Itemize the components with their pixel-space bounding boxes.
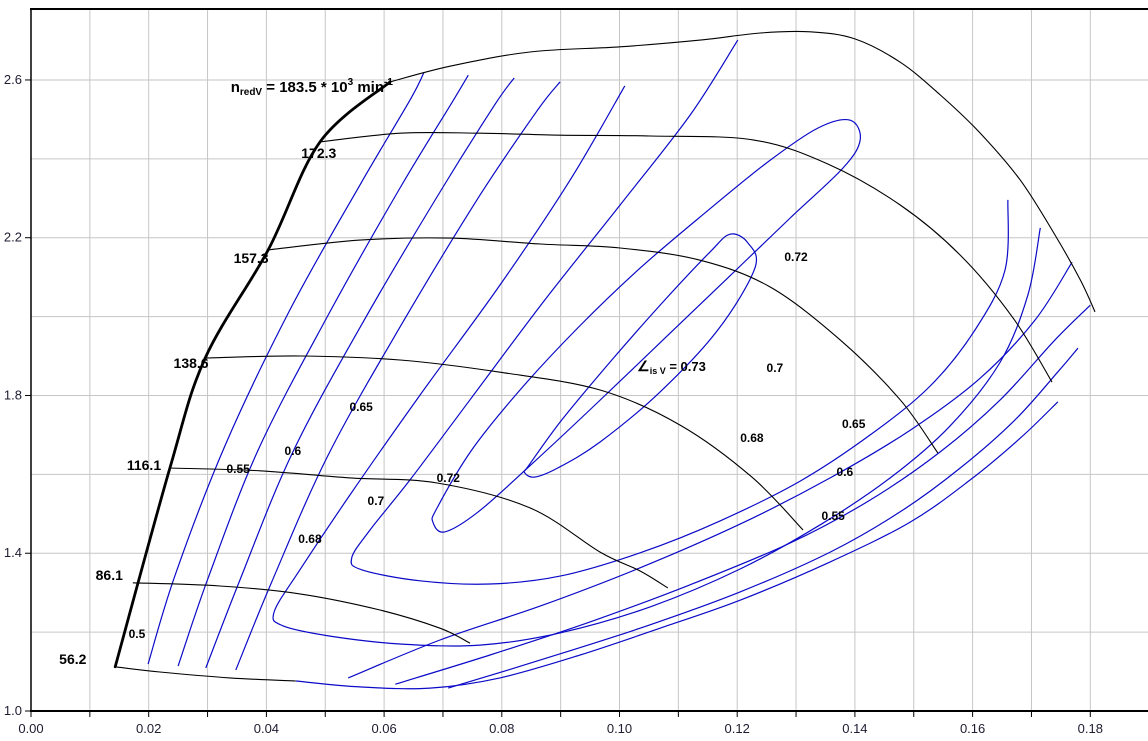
speed-label-116.1: 116.1 bbox=[127, 457, 161, 473]
efficiency-label-0.55: 0.55 bbox=[821, 509, 845, 523]
surge-line bbox=[113, 80, 392, 669]
efficiency-label-0.6: 0.6 bbox=[285, 444, 302, 458]
efficiency-contour-0.65-right bbox=[347, 261, 1073, 679]
labels: 56.2 86.1 116.1 138.6 157.3 172.3 nredV = 183.… bbox=[59, 77, 866, 667]
x-tick-label: 0.12 bbox=[725, 721, 750, 736]
efficiency-contour-0.6-right bbox=[395, 304, 1091, 685]
speed-label-183.5-formula: nredV = 183.5 * 103 min-1 bbox=[231, 77, 394, 98]
efficiency-label-0.6: 0.6 bbox=[837, 465, 854, 479]
efficiency-contour-0.55-right bbox=[448, 347, 1079, 689]
efficiency-label-0.72: 0.72 bbox=[437, 471, 461, 485]
gridlines bbox=[31, 9, 1148, 711]
efficiency-label-0.5: 0.5 bbox=[129, 627, 146, 641]
speed-line-183.5 bbox=[389, 30, 1096, 313]
efficiency-label-0.7: 0.7 bbox=[368, 494, 385, 508]
speed-label-56.2: 56.2 bbox=[59, 651, 86, 667]
speed-lines bbox=[113, 30, 1096, 682]
efficiency-eta-label: ∠is V = 0.73 bbox=[637, 358, 706, 376]
x-tick-label: 0.14 bbox=[842, 721, 867, 736]
efficiency-contour-0.55-left bbox=[177, 74, 469, 667]
speed-line-138.6 bbox=[205, 355, 804, 531]
x-tick-label: 0.18 bbox=[1078, 721, 1103, 736]
speed-label-86.1: 86.1 bbox=[96, 567, 123, 583]
speed-line-86.1 bbox=[132, 582, 471, 644]
y-tick-label: 1.8 bbox=[4, 387, 22, 402]
speed-label-172.3: 172.3 bbox=[301, 145, 336, 161]
speed-line-172.3 bbox=[319, 131, 1053, 383]
efficiency-contour-0.72-closed-loop bbox=[431, 119, 862, 533]
x-tick-label: 0.08 bbox=[489, 721, 514, 736]
speed-line-56.2 bbox=[115, 666, 296, 682]
speed-line-116.1 bbox=[169, 467, 669, 589]
x-tick-label: 0.16 bbox=[960, 721, 985, 736]
efficiency-contour-0.65-left bbox=[235, 81, 561, 671]
efficiency-contour-0.5-right bbox=[295, 401, 1059, 690]
efficiency-contour-0.5-left bbox=[147, 71, 425, 665]
y-tick-label: 2.6 bbox=[4, 72, 22, 87]
efficiency-label-0.68: 0.68 bbox=[740, 431, 764, 445]
efficiency-label-0.65: 0.65 bbox=[349, 400, 373, 414]
x-tick-label: 0.04 bbox=[254, 721, 279, 736]
y-tick-label: 1.0 bbox=[4, 703, 22, 718]
x-tick-label: 0.02 bbox=[136, 721, 161, 736]
efficiency-contours bbox=[147, 39, 1091, 690]
x-tick-label: 0.06 bbox=[371, 721, 396, 736]
efficiency-label-0.65: 0.65 bbox=[842, 417, 866, 431]
speed-label-157.3: 157.3 bbox=[234, 250, 269, 266]
speed-line-157.3 bbox=[268, 237, 939, 454]
axes: 0.00 0.02 0.04 0.06 0.08 0.10 0.12 0.14 0.16 0.18… bbox=[4, 8, 1148, 736]
efficiency-label-0.72: 0.72 bbox=[784, 250, 808, 264]
x-tick-label: 0.00 bbox=[18, 721, 43, 736]
efficiency-contour-0.6-left bbox=[205, 77, 515, 669]
y-tick-label: 2.2 bbox=[4, 230, 22, 245]
y-tick-label: 1.4 bbox=[4, 545, 22, 560]
efficiency-label-0.55: 0.55 bbox=[226, 462, 250, 476]
speed-label-138.6: 138.6 bbox=[174, 355, 209, 371]
x-tick-label: 0.10 bbox=[607, 721, 632, 736]
efficiency-contour-0.7-hairpin bbox=[350, 39, 1009, 585]
efficiency-label-0.68: 0.68 bbox=[298, 532, 322, 546]
efficiency-label-0.7: 0.7 bbox=[767, 361, 784, 375]
efficiency-contour-0.73-closed-loop bbox=[522, 233, 758, 478]
